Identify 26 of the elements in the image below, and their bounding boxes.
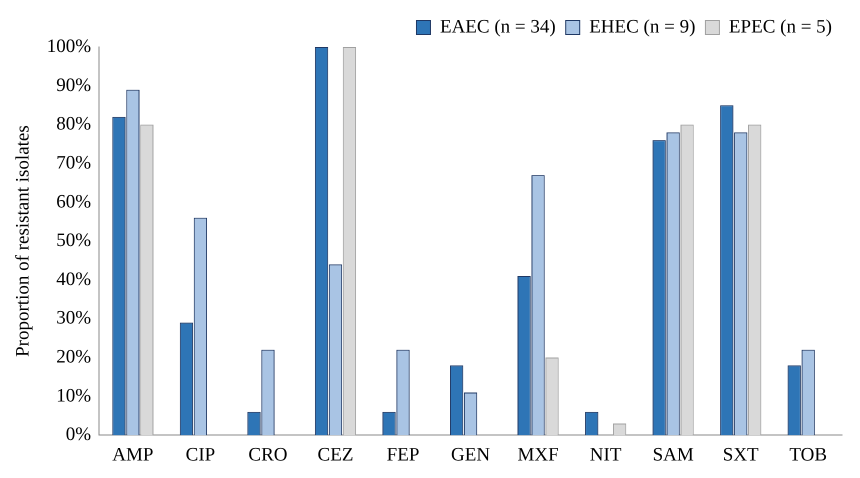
x-tick-label: SAM [652, 444, 694, 466]
x-tick-label: GEN [451, 444, 490, 466]
y-tick-label: 100% [46, 36, 92, 57]
legend-label: EPEC (n = 5) [728, 16, 832, 38]
y-tick-label: 40% [56, 268, 92, 290]
x-tick-label: FEP [386, 444, 420, 466]
y-tick-label: 70% [56, 152, 92, 174]
x-tick-label: AMP [112, 444, 154, 466]
x-tick-label: CRO [248, 444, 288, 466]
y-tick-label: 0% [66, 424, 92, 446]
legend-label: EHEC (n = 9) [589, 16, 696, 38]
y-tick-label: 60% [56, 191, 92, 212]
y-axis-title: Proportion of resistant isolates [12, 125, 34, 357]
x-tick-label: SXT [722, 444, 760, 466]
y-tick-label: 90% [56, 74, 92, 96]
y-tick-label: 30% [56, 308, 92, 329]
y-tick-label: 20% [56, 346, 92, 368]
y-tick-label: 10% [56, 385, 92, 406]
y-tick-label: 80% [56, 114, 92, 135]
x-tick-label: CIP [186, 444, 216, 466]
x-tick-label: MXF [518, 444, 559, 466]
x-tick-label: NIT [590, 444, 622, 466]
legend-label: EAEC (n = 34) [440, 16, 556, 38]
y-tick-label: 50% [56, 230, 92, 252]
x-tick-label: CEZ [318, 444, 354, 466]
x-tick-label: TOB [789, 444, 828, 466]
